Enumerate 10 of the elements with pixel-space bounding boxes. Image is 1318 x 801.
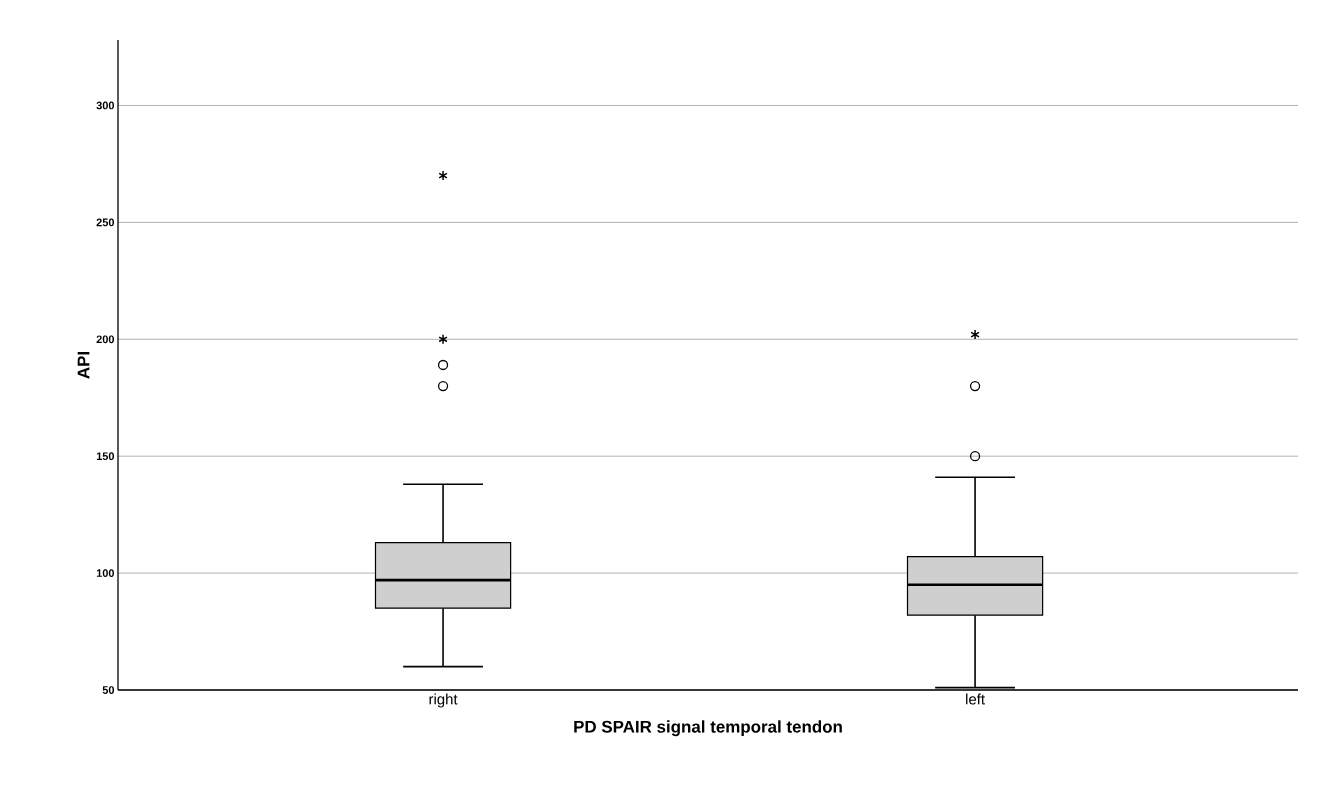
y-tick-label: 50 [102,686,115,694]
x-axis-title: PD SPAIR signal temporal tendon [574,720,842,737]
x-tick-label: right [429,693,458,708]
x-tick-label: left [966,693,985,705]
y-tick-label: 200 [96,335,115,344]
y-tick-label: 250 [96,218,115,227]
y-tick-label: 150 [96,452,115,461]
y-axis-title: API [77,352,90,379]
y-tick-label: 300 [96,101,115,110]
y-tick-label: 100 [96,569,115,577]
